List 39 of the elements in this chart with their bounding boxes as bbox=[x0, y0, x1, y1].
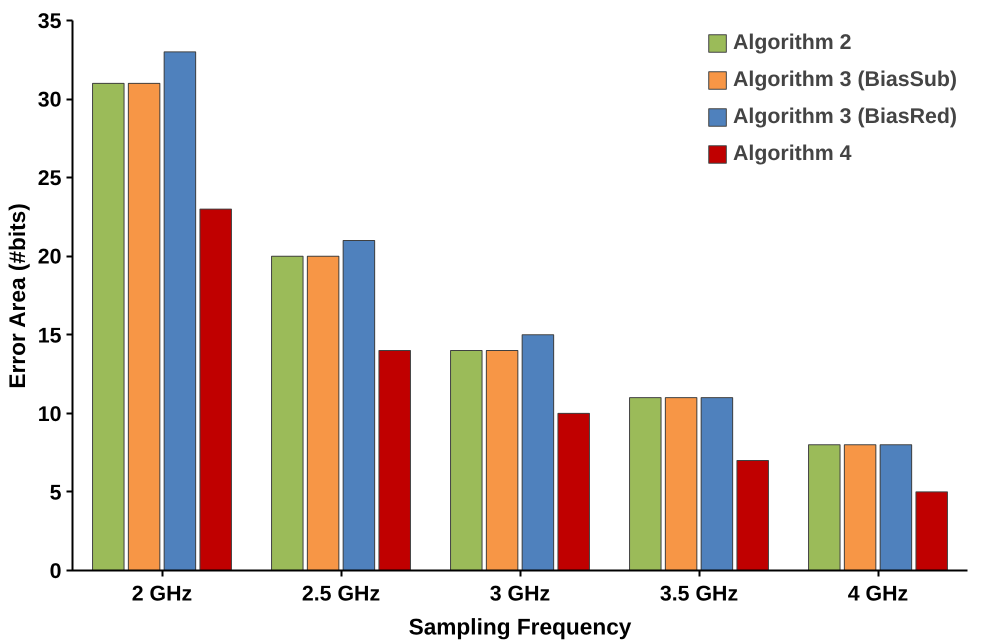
bar bbox=[306, 256, 340, 570]
bar bbox=[736, 460, 769, 570]
y-tick-label: 20 bbox=[38, 244, 62, 269]
bar bbox=[629, 397, 662, 570]
bar bbox=[486, 350, 518, 570]
bar bbox=[844, 444, 876, 570]
bar bbox=[342, 240, 376, 570]
y-tick-label: 0 bbox=[50, 559, 62, 583]
x-tick-label: 2.5 GHz bbox=[302, 582, 380, 606]
y-tick-label: 5 bbox=[50, 480, 62, 504]
y-tick-label: 25 bbox=[38, 166, 62, 190]
x-tick-label: 2 GHz bbox=[132, 582, 192, 606]
legend-label: Algorithm 3 (BiasSub) bbox=[733, 67, 957, 92]
x-tick-label: 3 GHz bbox=[490, 582, 550, 606]
bar bbox=[557, 412, 590, 570]
legend-label: Algorithm 4 bbox=[733, 141, 852, 166]
x-axis-title: Sampling Frequency bbox=[408, 614, 632, 640]
legend-label: Algorithm 3 (BiasRed) bbox=[733, 104, 957, 129]
bar bbox=[808, 444, 841, 570]
bar bbox=[128, 82, 160, 570]
y-tick-label: 35 bbox=[38, 9, 62, 33]
bar bbox=[522, 334, 554, 570]
y-tick-label: 30 bbox=[38, 88, 62, 112]
bar bbox=[700, 397, 734, 570]
legend-label: Algorithm 2 bbox=[733, 30, 852, 55]
bar bbox=[164, 51, 196, 570]
bar bbox=[664, 397, 698, 570]
bar bbox=[450, 350, 483, 570]
bar bbox=[271, 256, 304, 570]
bar bbox=[880, 444, 912, 570]
bar bbox=[92, 82, 125, 570]
y-tick-label: 10 bbox=[38, 402, 62, 426]
x-tick-label: 4 GHz bbox=[848, 582, 908, 606]
bar bbox=[378, 350, 411, 570]
y-tick-label: 15 bbox=[38, 323, 62, 348]
bar bbox=[199, 208, 232, 570]
bar bbox=[915, 491, 948, 570]
x-tick-label: 3.5 GHz bbox=[660, 582, 738, 606]
y-axis-title: Error Area (#bits) bbox=[4, 203, 30, 389]
